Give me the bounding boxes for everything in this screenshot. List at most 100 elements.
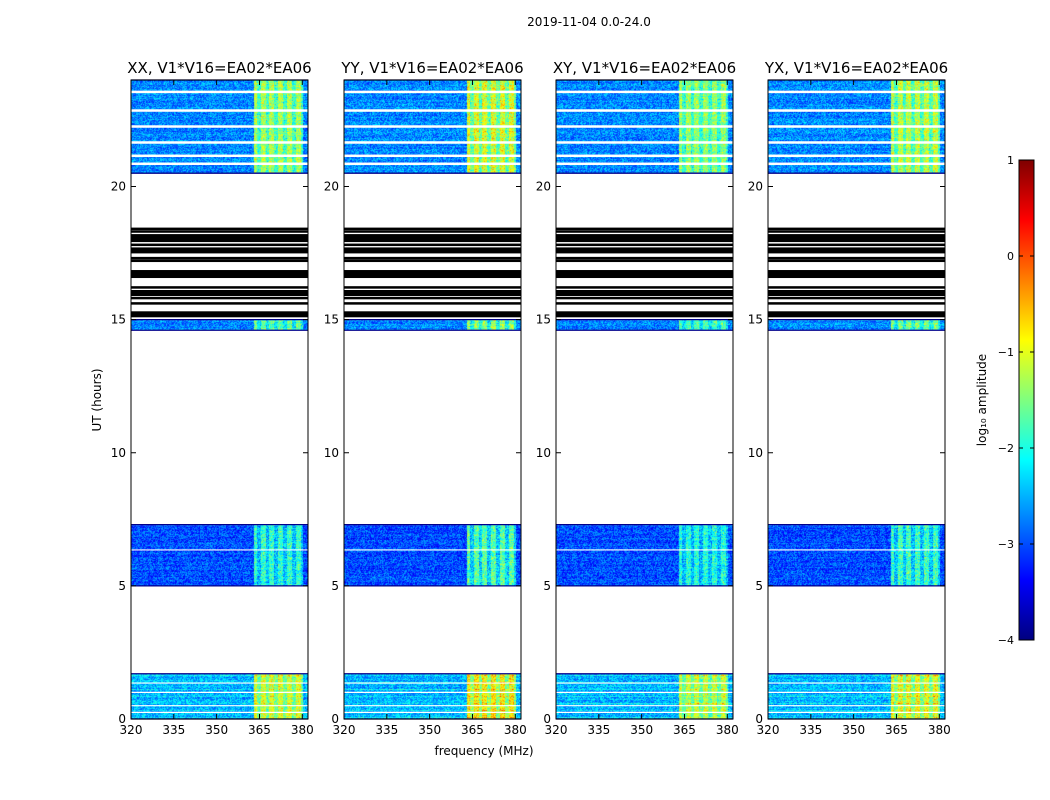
panel-frame [767,79,946,720]
y-tick-label: 0 [331,712,339,726]
flagged-band [768,286,945,289]
flagged-band [556,247,733,254]
flagged-band [556,256,733,260]
flagged-band [131,270,308,277]
blank-row [556,109,733,112]
y-tick-label: 15 [748,313,763,327]
flagged-band [768,234,945,241]
y-tick-label: 15 [324,313,339,327]
blank-row [131,125,308,128]
flagged-band [131,286,308,289]
x-tick-label: 350 [842,723,865,737]
flagged-band [344,286,521,289]
flagged-band [344,259,521,263]
flagged-band [556,243,733,247]
flagged-band [768,256,945,260]
blank-row [131,109,308,112]
blank-row [344,109,521,112]
y-tick-label: 10 [324,446,339,460]
flagged-band [768,290,945,296]
flagged-band [556,286,733,289]
flagged-band [768,230,945,233]
flagged-band [344,311,521,318]
y-tick-label: 15 [111,313,126,327]
blank-row [556,154,733,158]
flagged-band [768,270,945,277]
flagged-band [131,259,308,263]
flagged-band [344,302,521,305]
y-tick-label: 0 [755,712,763,726]
flagged-band [344,243,521,247]
flagged-band [556,275,733,279]
flagged-band [131,243,308,247]
flagged-band [556,290,733,296]
x-tick-label: 380 [291,723,314,737]
y-tick-label: 20 [324,180,339,194]
x-tick-label: 380 [928,723,951,737]
x-tick-label: 365 [885,723,908,737]
colorbar-tick-label: −3 [998,538,1014,551]
heatmap-image [556,80,733,719]
blank-row [768,109,945,112]
blank-row [344,162,521,166]
flagged-band [344,270,521,277]
flagged-band [556,227,733,231]
y-tick-label: 20 [536,180,551,194]
flagged-band [768,227,945,231]
panel-frame [555,79,734,720]
y-tick-label: 10 [111,446,126,460]
blank-row [556,162,733,166]
flagged-band [344,227,521,231]
panel-frame [130,79,309,720]
blank-row [131,154,308,158]
flagged-band [556,270,733,277]
flagged-band [344,239,521,243]
flagged-band [556,234,733,241]
figure-suptitle: 2019-11-04 0.0-24.0 [527,15,651,29]
flagged-band [131,247,308,254]
y-tick-label: 15 [536,313,551,327]
blank-row [768,141,945,144]
panels-group: XX, V1*V16=EA02*EA06 320 335 350 365 380 0 5 10 1… [111,59,951,737]
flagged-band [768,243,945,247]
colorbar-tick-label: 0 [1007,250,1014,263]
y-axis-label: UT (hours) [90,368,104,431]
colorbar-tick-label: −1 [998,346,1014,359]
colorbar-tick-label: −2 [998,442,1014,455]
flagged-band [344,296,521,300]
flagged-band [131,290,308,296]
blank-row [131,162,308,166]
blank-row [344,141,521,144]
flagged-band [344,290,521,296]
flagged-band [556,230,733,233]
flagged-band [344,275,521,279]
flagged-band [344,256,521,260]
blank-row [344,90,521,94]
x-tick-label: 350 [630,723,653,737]
colorbar-gradient [1018,159,1035,641]
flagged-band [344,230,521,233]
panel-title: YX, V1*V16=EA02*EA06 [764,59,948,77]
flagged-band [768,302,945,305]
blank-row [556,125,733,128]
flagged-band [768,275,945,279]
panel-1: XX, V1*V16=EA02*EA06 320 335 350 365 380 0 5 10 1… [111,59,314,737]
blank-row [768,162,945,166]
flagged-band [131,256,308,260]
flagged-band [131,302,308,305]
y-tick-label: 0 [543,712,551,726]
panel-4: YX, V1*V16=EA02*EA06 320 335 350 365 380 0 5 10 1… [748,59,951,737]
x-tick-label: 365 [461,723,484,737]
flagged-band [131,227,308,231]
flagged-band [768,239,945,243]
flagged-band [131,234,308,241]
flagged-band [768,296,945,300]
blank-row [768,90,945,94]
flagged-band [344,247,521,254]
x-tick-label: 320 [120,723,143,737]
x-tick-label: 320 [333,723,356,737]
x-tick-label: 350 [418,723,441,737]
panel-3: XY, V1*V16=EA02*EA06 320 335 350 365 380 0 5 10 1… [536,59,739,737]
x-tick-label: 350 [205,723,228,737]
